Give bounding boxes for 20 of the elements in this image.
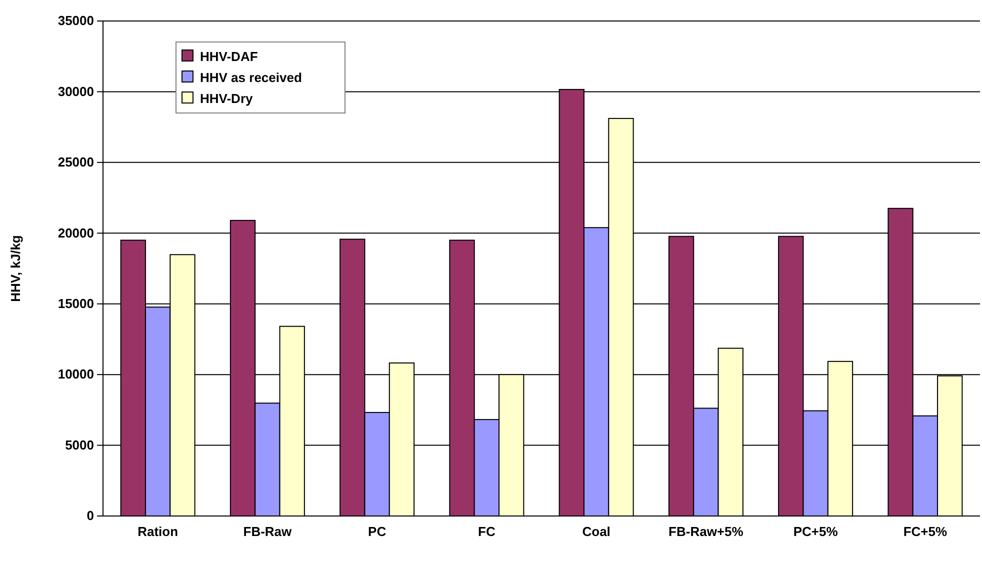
x-tick-label: FC+5%	[903, 524, 948, 539]
legend-label: HHV-Dry	[200, 91, 254, 106]
legend-label: HHV as received	[200, 70, 302, 85]
x-tick-label: Coal	[582, 524, 610, 539]
y-tick-label: 5000	[65, 437, 94, 452]
x-tick-label: FB-Raw	[243, 524, 293, 539]
x-tick-label: FB-Raw+5%	[668, 524, 744, 539]
x-tick-label: PC	[368, 524, 387, 539]
y-tick-label: 30000	[58, 84, 94, 99]
x-tick-label: PC+5%	[793, 524, 838, 539]
y-tick-label: 35000	[58, 13, 94, 28]
y-tick-label: 25000	[58, 154, 94, 170]
x-tick-label: Ration	[138, 524, 178, 539]
y-tick-label: 10000	[58, 366, 94, 382]
y-axis-title: HHV, kJ/kg	[8, 235, 23, 302]
y-tick-label: 0	[86, 508, 94, 524]
x-tick-label: FC	[478, 524, 496, 539]
y-tick-label: 15000	[58, 296, 94, 312]
legend-label: HHV-DAF	[200, 49, 258, 64]
y-tick-label: 20000	[58, 225, 94, 240]
